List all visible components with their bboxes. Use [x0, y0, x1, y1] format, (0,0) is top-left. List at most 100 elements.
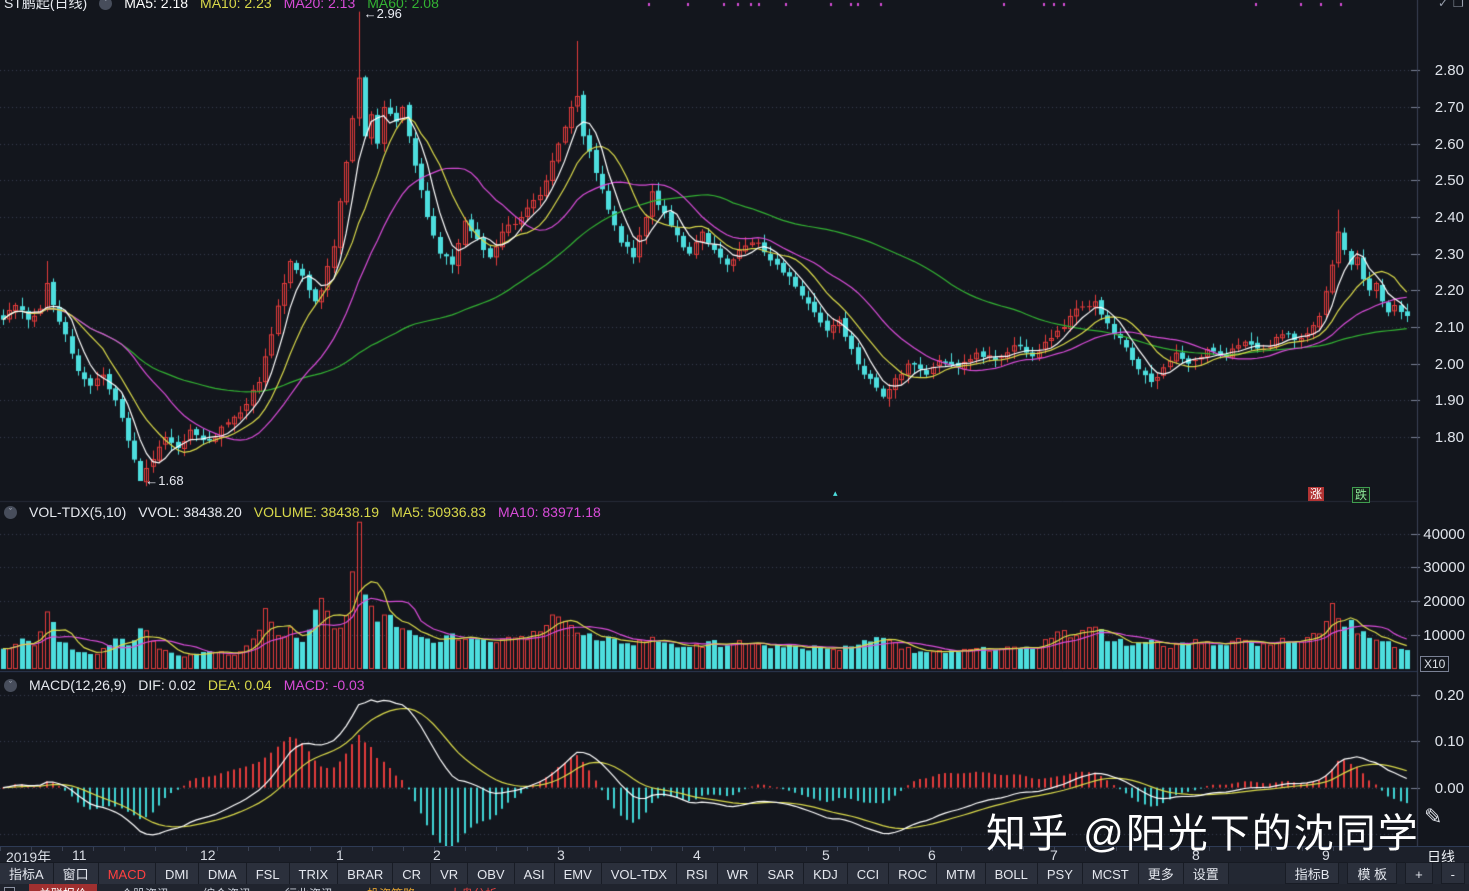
- price-tick-label: 1.90: [1434, 392, 1464, 410]
- date-label-6: 6: [928, 847, 936, 863]
- price-tick-label: 2.10: [1434, 319, 1464, 336]
- ma-value: MA20: 2.13: [283, 0, 356, 11]
- volume-tick-label: 10000: [1423, 627, 1465, 645]
- badge-rise: 涨: [1308, 487, 1325, 501]
- menu-right-+[interactable]: +: [1405, 862, 1433, 884]
- macd-values: MACD(12,26,9) DIF: 0.02 DEA: 0.04 MACD: -0.…: [29, 677, 365, 693]
- menu-right-模 板[interactable]: 模 板: [1347, 862, 1398, 884]
- indicator-tab-vol-tdx[interactable]: VOL-TDX: [601, 863, 678, 885]
- date-axis-strip: [0, 846, 1469, 863]
- date-axis-ticks: [0, 847, 1410, 851]
- menu-指标A[interactable]: 指标A: [0, 863, 54, 885]
- draw-tool-icon[interactable]: ✎: [1424, 804, 1443, 829]
- indicator-tab-emv[interactable]: EMV: [554, 863, 602, 885]
- volume-value: MA5: 50936.83: [391, 504, 487, 520]
- footer-clipped-row: 关联报价 个股资讯 综合资讯 行业资讯 投资策略 大盘分析: [0, 884, 1469, 891]
- volume-tick-label: 40000: [1423, 525, 1465, 543]
- indicator-tab-trix[interactable]: TRIX: [289, 863, 339, 885]
- menu-窗口[interactable]: 窗口: [53, 863, 99, 885]
- macd-tick-label: 0.20: [1434, 687, 1464, 704]
- price-tick-label: 1.80: [1434, 429, 1464, 446]
- date-label-1: 1: [336, 847, 344, 863]
- indicator-tab-fsl[interactable]: FSL: [246, 863, 290, 885]
- indicator-tab-vr[interactable]: VR: [431, 863, 469, 885]
- volume-value: VOLUME: 38438.19: [253, 504, 380, 520]
- ma-value: MA10: 2.23: [200, 0, 272, 11]
- price-tick-label: 2.30: [1434, 245, 1464, 263]
- footer-item-行业资讯[interactable]: 行业资讯: [275, 884, 343, 891]
- indicator-tab-mcst[interactable]: MCST: [1082, 863, 1139, 885]
- indicator-tab-更多[interactable]: 更多: [1138, 863, 1184, 885]
- macd-tick-label: 0.00: [1434, 779, 1464, 797]
- price-tick-label: 2.20: [1434, 282, 1464, 300]
- indicator-tab-kdj[interactable]: KDJ: [804, 863, 848, 885]
- volume-pane-header: ˇ VOL-TDX(5,10) VVOL: 38438.20 VOLUME: 384…: [4, 504, 601, 520]
- chart-canvas[interactable]: [0, 0, 1469, 846]
- indicator-tab-cci[interactable]: CCI: [847, 863, 890, 885]
- event-marker-icon: ▴: [833, 488, 838, 498]
- macd-value: MACD(12,26,9): [29, 677, 127, 693]
- stock-title: ST鹏起(日线): [4, 0, 88, 11]
- volume-tick-label: 30000: [1423, 559, 1465, 577]
- indicator-tab-macd[interactable]: MACD: [98, 863, 156, 885]
- indicator-tab-cr[interactable]: CR: [393, 863, 432, 885]
- indicator-menu-right: 指标B 模 板 + -: [1284, 862, 1465, 884]
- footer-checkbox[interactable]: [4, 887, 15, 891]
- price-tick-label: 2.50: [1434, 172, 1464, 190]
- footer-item-个股资讯[interactable]: 个股资讯: [111, 884, 179, 891]
- check-icon[interactable]: ✓: [1438, 0, 1449, 10]
- indicator-tab-rsi[interactable]: RSI: [677, 863, 718, 885]
- menu-right--[interactable]: -: [1440, 862, 1465, 884]
- indicator-tab-asi[interactable]: ASI: [514, 863, 555, 885]
- window-icon[interactable]: ❐: [1453, 0, 1464, 10]
- volume-value: MA10: 83971.18: [498, 504, 601, 520]
- indicator-tab-boll[interactable]: BOLL: [985, 863, 1038, 885]
- price-tick-label: 2.40: [1434, 208, 1464, 226]
- low-annotation: ←1.68: [145, 473, 184, 488]
- collapse-chevron-icon[interactable]: ˇ: [4, 678, 17, 692]
- indicator-menu-bar: 指标A 窗口 MACD DMI DMA FSL TRIX BRAR CR VR OBV ASI EMV V…: [0, 862, 1469, 885]
- collapse-chevron-icon[interactable]: ˇ: [99, 0, 113, 10]
- ma-value: MA5: 2.18: [124, 0, 189, 11]
- macd-value: DEA: 0.04: [207, 677, 272, 693]
- volume-values: VOL-TDX(5,10) VVOL: 38438.20 VOLUME: 38438…: [29, 504, 601, 520]
- high-annotation: ←2.96: [363, 5, 402, 21]
- price-tick-label: 2.80: [1434, 62, 1464, 80]
- indicator-tab-设置[interactable]: 设置: [1183, 863, 1229, 885]
- indicator-tab-brar[interactable]: BRAR: [338, 863, 394, 885]
- price-tick-label: 2.00: [1434, 355, 1464, 373]
- footer-item-大盘分析[interactable]: 大盘分析: [439, 884, 507, 891]
- date-label-3: 3: [557, 847, 565, 863]
- date-label-2: 2: [433, 847, 441, 863]
- date-label-7: 7: [1050, 847, 1058, 863]
- date-label-12: 12: [200, 847, 216, 863]
- macd-tick-label: 0.10: [1434, 733, 1464, 751]
- date-label-4: 4: [693, 847, 701, 863]
- date-label-2019年: 2019年: [6, 849, 52, 865]
- volume-tick-label: 20000: [1423, 593, 1465, 611]
- indicator-tab-dma[interactable]: DMA: [198, 863, 247, 885]
- main-pane-header: ST鹏起(日线) ˇ MA5: 2.18 MA10: 2.23 MA20: 2.13…: [4, 0, 439, 13]
- indicator-tab-wr[interactable]: WR: [717, 863, 759, 885]
- date-label-11: 11: [72, 847, 87, 863]
- indicator-tab-dmi[interactable]: DMI: [155, 863, 199, 885]
- date-label-9: 9: [1322, 847, 1330, 863]
- date-label-8: 8: [1192, 847, 1200, 863]
- footer-item-投资策略[interactable]: 投资策略: [357, 884, 425, 891]
- indicator-tab-mtm[interactable]: MTM: [937, 863, 986, 885]
- price-tick-label: 2.60: [1434, 135, 1464, 153]
- watermark: 知乎 @阳光下的沈同学: [986, 812, 1420, 856]
- indicator-tab-psy[interactable]: PSY: [1037, 863, 1083, 885]
- menu-right-指标B[interactable]: 指标B: [1284, 862, 1340, 884]
- macd-value: DIF: 0.02: [138, 677, 196, 693]
- date-label-5: 5: [822, 847, 830, 863]
- collapse-chevron-icon[interactable]: ˇ: [4, 505, 17, 519]
- badge-fall: 跌: [1352, 487, 1371, 503]
- indicator-tab-sar[interactable]: SAR: [758, 863, 805, 885]
- footer-item-综合资讯[interactable]: 综合资讯: [193, 884, 261, 891]
- footer-item-关联报价[interactable]: 关联报价: [29, 884, 98, 891]
- macd-value: MACD: -0.03: [283, 677, 365, 693]
- indicator-tab-obv[interactable]: OBV: [468, 863, 515, 885]
- indicator-tab-roc[interactable]: ROC: [889, 863, 938, 885]
